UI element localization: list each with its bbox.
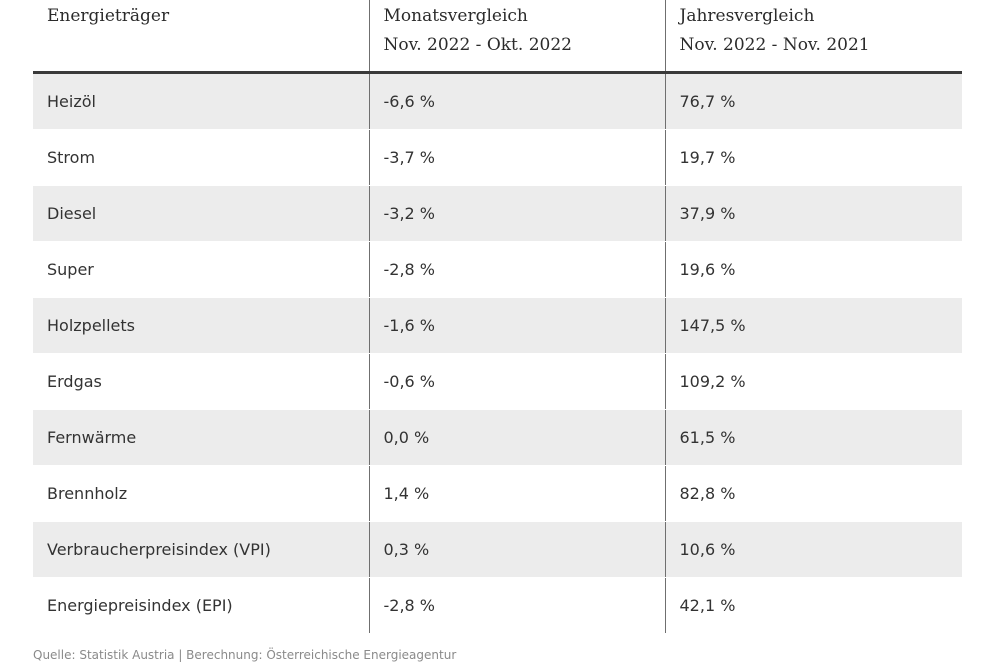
cell-monthly: 0,3 % <box>368 521 665 578</box>
table-header-row: Energieträger Monatsvergleich Nov. 2022 … <box>33 0 962 74</box>
table-row: Diesel -3,2 % 37,9 % <box>33 185 962 242</box>
cell-carrier: Diesel <box>33 185 369 242</box>
header-line-1: Jahresvergleich <box>679 6 815 26</box>
header-line-1: Energieträger <box>47 6 170 26</box>
table-row: Erdgas -0,6 % 109,2 % <box>33 353 962 410</box>
source-note: Quelle: Statistik Austria | Berechnung: … <box>33 648 457 662</box>
cell-carrier: Heizöl <box>33 72 369 130</box>
table-row: Energiepreisindex (EPI) -2,8 % 42,1 % <box>33 577 962 634</box>
cell-yearly: 42,1 % <box>664 577 962 634</box>
cell-monthly: 1,4 % <box>368 465 665 522</box>
cell-monthly: -2,8 % <box>368 241 665 298</box>
header-line-2: Nov. 2022 - Nov. 2021 <box>679 35 870 55</box>
header-monthly-comparison: Monatsvergleich Nov. 2022 - Okt. 2022 <box>368 0 665 74</box>
cell-monthly: 0,0 % <box>368 409 665 466</box>
cell-carrier: Verbraucherpreisindex (VPI) <box>33 521 369 578</box>
header-yearly-comparison: Jahresvergleich Nov. 2022 - Nov. 2021 <box>664 0 962 74</box>
cell-monthly: -3,7 % <box>368 129 665 186</box>
table-row: Brennholz 1,4 % 82,8 % <box>33 465 962 522</box>
header-energy-carrier: Energieträger <box>33 0 369 74</box>
cell-carrier: Brennholz <box>33 465 369 522</box>
cell-carrier: Erdgas <box>33 353 369 410</box>
table-row: Fernwärme 0,0 % 61,5 % <box>33 409 962 466</box>
table-row: Strom -3,7 % 19,7 % <box>33 129 962 186</box>
cell-yearly: 76,7 % <box>664 72 962 130</box>
cell-monthly: -0,6 % <box>368 353 665 410</box>
cell-yearly: 82,8 % <box>664 465 962 522</box>
cell-yearly: 37,9 % <box>664 185 962 242</box>
cell-yearly: 10,6 % <box>664 521 962 578</box>
cell-carrier: Holzpellets <box>33 297 369 354</box>
table-row: Super -2,8 % 19,6 % <box>33 241 962 298</box>
cell-monthly: -2,8 % <box>368 577 665 634</box>
cell-monthly: -6,6 % <box>368 72 665 130</box>
table-row: Heizöl -6,6 % 76,7 % <box>33 72 962 130</box>
cell-carrier: Strom <box>33 129 369 186</box>
cell-carrier: Super <box>33 241 369 298</box>
cell-yearly: 109,2 % <box>664 353 962 410</box>
cell-monthly: -3,2 % <box>368 185 665 242</box>
cell-yearly: 147,5 % <box>664 297 962 354</box>
cell-monthly: -1,6 % <box>368 297 665 354</box>
cell-carrier: Fernwärme <box>33 409 369 466</box>
cell-yearly: 19,6 % <box>664 241 962 298</box>
table-row: Holzpellets -1,6 % 147,5 % <box>33 297 962 354</box>
energy-price-table: Energieträger Monatsvergleich Nov. 2022 … <box>33 0 962 634</box>
header-line-1: Monatsvergleich <box>383 6 528 26</box>
header-line-2: Nov. 2022 - Okt. 2022 <box>383 35 572 55</box>
cell-yearly: 19,7 % <box>664 129 962 186</box>
cell-yearly: 61,5 % <box>664 409 962 466</box>
table-row: Verbraucherpreisindex (VPI) 0,3 % 10,6 % <box>33 521 962 578</box>
cell-carrier: Energiepreisindex (EPI) <box>33 577 369 634</box>
